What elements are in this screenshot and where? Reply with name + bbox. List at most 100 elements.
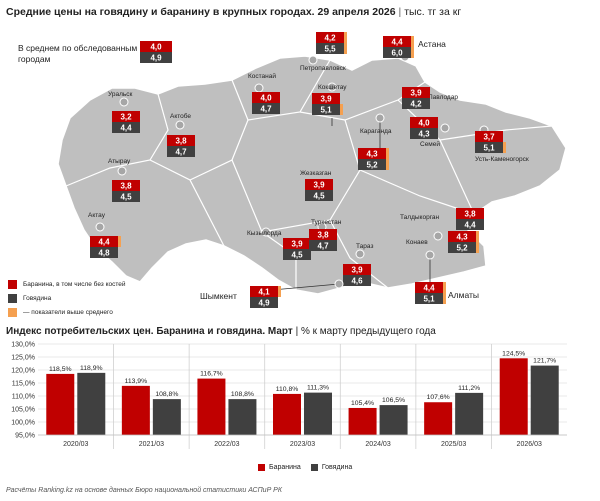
cpi-bar-beef [455, 392, 484, 435]
cpi-ytick-label: 120,0% [11, 368, 35, 375]
city-petropavlovsk-lamb-above-marker [342, 32, 347, 43]
cpi-bar-beef [152, 399, 181, 435]
city-ust-name: Усть-Каменогорск [475, 156, 529, 163]
cpi-bar-lamb [46, 373, 75, 435]
legend-above-label: — показатели выше среднего [23, 309, 113, 316]
city-uralsk-lamb-box [112, 111, 140, 122]
cpi-ytick-label: 100,0% [11, 420, 35, 427]
city-kyzylorda-marker [261, 227, 271, 237]
cpi-data-label: 121,7% [533, 358, 556, 365]
city-shymkent: Шымкент 4,1 4,9 [200, 279, 344, 308]
city-aktobe-beef-value: 4,7 [175, 147, 187, 156]
cpi-subtitle: % к марту предыдущего года [300, 326, 436, 337]
cpi-data-label: 118,5% [49, 366, 72, 373]
city-atyrau-beef-box [112, 191, 140, 202]
cpi-legend-beef-swatch [310, 464, 318, 471]
city-shymkent-lamb-box [250, 286, 278, 297]
city-turkestan-beef-box [309, 240, 337, 251]
legend-above: — показатели выше среднего [8, 308, 113, 317]
average-beef-value: 4,9 [150, 53, 162, 62]
city-karaganda-beef-above-marker [384, 159, 389, 170]
city-semey-name: Семей [420, 140, 440, 148]
cpi-ytick-label: 130,0% [11, 342, 35, 349]
city-uralsk-name: Уральск [108, 91, 132, 98]
city-uralsk-marker [119, 97, 129, 107]
city-karaganda-lamb-above-marker [384, 148, 389, 159]
city-karaganda: Караганда 4,3 5,2 [358, 113, 392, 170]
city-kokshetau-beef-box [312, 104, 340, 115]
cpi-chart: 95,0% 100,0% 105,0% 110,0% 115,0% 120,0% 125,0… [11, 342, 567, 449]
map-overlay: Петропавловск 4,2 5,5 Астана 4,4 6,0 Костанай 4… [88, 32, 529, 308]
city-astana-beef-box [383, 47, 411, 58]
city-konaev-name: Конаев [406, 239, 428, 246]
city-aktobe-name: Актобе [170, 112, 191, 120]
city-turkestan-lamb-value: 3,8 [317, 230, 329, 239]
cpi-data-label: 108,8% [155, 391, 178, 398]
city-uralsk: Уральск 3,2 4,4 [108, 91, 140, 133]
legend-above-swatch [8, 308, 17, 317]
city-karaganda-lamb-value: 4,3 [366, 149, 378, 158]
city-turkestan-lamb-box [309, 229, 337, 240]
city-pavlodar-name: Павлодар [428, 94, 458, 101]
city-kostanay: Костанай 4,0 4,7 [248, 72, 280, 114]
cpi-bar-beef [379, 405, 408, 435]
city-konaev-lamb-above-marker [474, 231, 479, 242]
city-zhezkazgan-lamb-box [305, 179, 333, 190]
city-taldykorgan: Талдыкорган 3,8 4,4 [400, 208, 484, 230]
cpi-ytick-label: 125,0% [11, 355, 35, 362]
cpi-ytick-label: 95,0% [15, 433, 35, 440]
city-aktobe-beef-box [167, 146, 195, 157]
city-almaty-beef-above-marker [441, 293, 446, 304]
city-taldykorgan-lamb-box [456, 208, 484, 219]
city-pavlodar: Павлодар 3,9 4,2 [402, 87, 458, 109]
city-shymkent-name: Шымкент [200, 291, 237, 301]
city-astana-lamb-above-marker [409, 36, 414, 47]
city-semey-lamb-value: 4,0 [418, 118, 430, 127]
cpi-legend-lamb-swatch [258, 464, 265, 471]
city-turkestan-beef-value: 4,7 [317, 241, 329, 250]
city-ust-beef-above-marker [501, 142, 506, 153]
city-kyzylorda-name: Кызылорда [247, 230, 282, 237]
cpi-bar-lamb [499, 358, 528, 435]
cpi-legend: Баранина Говядина [258, 464, 352, 471]
city-zhezkazgan-name: Жезказган [300, 170, 332, 177]
city-kokshetau-lamb-value: 3,9 [320, 94, 332, 103]
city-petropavlovsk-beef-box [316, 43, 344, 54]
cpi-category-label: 2024/03 [365, 441, 390, 448]
city-konaev-lamb-box [448, 231, 476, 242]
city-ust-beef-value: 5,1 [483, 143, 495, 152]
average-values: 4,04,9 [140, 41, 172, 63]
legend-lamb-swatch [8, 280, 17, 289]
city-atyrau-lamb-value: 3,8 [120, 181, 132, 190]
city-shymkent-beef-box [250, 297, 278, 308]
city-aktobe-lamb-box [167, 135, 195, 146]
cpi-legend-lamb-label: Баранина [269, 464, 301, 471]
city-zhezkazgan-beef-box [305, 190, 333, 201]
legend-beef-swatch [8, 294, 17, 303]
city-taldykorgan-lamb-value: 3,8 [464, 209, 476, 218]
source-note: Расчёты Ranking.kz на основе данных Бюро… [6, 487, 282, 494]
city-pavlodar-lamb-box [402, 87, 430, 98]
map-title-separator: | [398, 6, 405, 18]
cpi-data-label: 107,6% [427, 394, 450, 401]
city-kyzylorda-lamb-box [283, 238, 311, 249]
city-taraz-name: Тараз [356, 243, 373, 250]
city-almaty-beef-box [415, 293, 443, 304]
cpi-title-text: Индекс потребительских цен. Баранина и г… [6, 326, 293, 337]
city-atyrau-marker [117, 166, 127, 176]
city-konaev-beef-value: 5,2 [456, 243, 468, 252]
city-ust-lamb-box [475, 131, 503, 142]
city-kokshetau-marker [327, 82, 337, 92]
city-uralsk-beef-value: 4,4 [120, 123, 132, 132]
cpi-data-label: 116,7% [200, 371, 223, 378]
cpi-data-label: 124,5% [502, 350, 525, 357]
city-taldykorgan-name: Талдыкорган [400, 214, 440, 221]
city-kostanay-beef-box [252, 103, 280, 114]
city-shymkent-leader-line [271, 283, 340, 291]
city-taraz-lamb-value: 3,9 [351, 265, 363, 274]
city-petropavlovsk-beef-value: 5,5 [324, 44, 336, 53]
city-petropavlovsk-lamb-value: 4,2 [324, 33, 336, 42]
city-almaty-marker [425, 250, 435, 260]
city-astana: Астана 4,4 6,0 [383, 36, 446, 62]
cpi-title-separator: | [295, 326, 301, 337]
